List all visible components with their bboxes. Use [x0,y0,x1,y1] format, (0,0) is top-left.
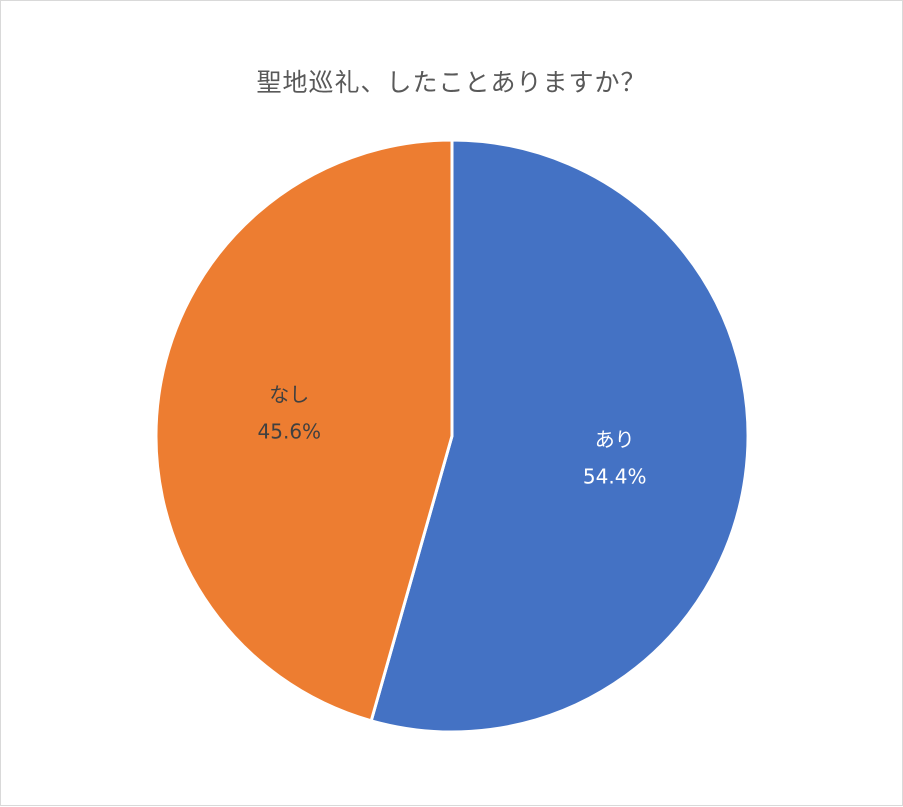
slice-value-label: 45.6% [258,419,322,443]
pie-slice-ari [369,138,750,734]
slice-value-label: 54.4% [583,465,647,489]
slice-category-label: なし [269,382,309,406]
slice-category-label: あり [595,428,635,452]
pie-slice-nashi [154,138,454,723]
chart-title: 聖地巡礼、したことありますか？ [256,68,647,97]
